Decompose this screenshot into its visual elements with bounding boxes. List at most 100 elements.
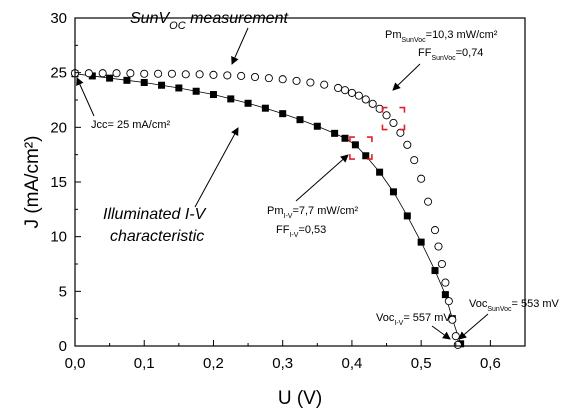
annotation-pm-sunvoc: PmSunVoc=10,3 mW/cm²: [385, 29, 498, 44]
mpp-bracket: [399, 124, 406, 131]
annotation-ff-iv: FFI-V=0,53: [276, 224, 326, 239]
arrow-jcc: [76, 77, 95, 117]
data-point-iv: [376, 168, 384, 176]
x-tick-label: 0,1: [134, 355, 155, 372]
data-point-sunvoc: [444, 297, 453, 306]
data-point-iv: [417, 238, 425, 246]
data-point-sunvoc: [451, 332, 460, 341]
y-axis-title: J (mA/cm²): [22, 136, 43, 229]
data-point-iv: [351, 141, 359, 149]
x-tick-label: 0,4: [341, 355, 362, 372]
y-tick-label: 5: [59, 283, 67, 300]
data-point-sunvoc: [417, 174, 426, 183]
mpp-bracket: [366, 154, 373, 160]
data-point-iv: [403, 212, 411, 220]
mpp-marker-sunvoc: [381, 106, 406, 131]
data-point-sunvoc: [195, 70, 204, 79]
data-point-sunvoc: [140, 69, 149, 78]
arrow-pm-iv: [295, 154, 349, 202]
data-point-sunvoc: [347, 88, 356, 97]
data-point-sunvoc: [410, 156, 419, 165]
data-point-sunvoc: [437, 259, 446, 269]
data-point-sunvoc: [434, 242, 443, 251]
data-point-iv: [389, 188, 397, 196]
x-tick-label: 0,2: [203, 355, 224, 372]
data-point-sunvoc: [167, 69, 176, 78]
data-point-sunvoc: [154, 69, 163, 78]
data-point-iv: [296, 116, 304, 124]
data-point-sunvoc: [223, 71, 232, 80]
mpp-bracket: [381, 106, 388, 113]
annotation-ff-sunvoc: FFSunVoc=0,74: [418, 47, 483, 62]
data-point-iv: [431, 267, 439, 275]
mpp-bracket: [349, 154, 355, 160]
arrow-pm-sunvoc: [392, 63, 421, 91]
x-tick-label: 0,3: [272, 355, 293, 372]
data-point-sunvoc: [389, 118, 398, 128]
data-point-iv: [244, 99, 252, 107]
x-tick-label: 0,5: [411, 355, 432, 372]
mpp-bracket: [381, 124, 388, 131]
data-point-iv: [140, 79, 148, 87]
data-point-sunvoc: [368, 99, 377, 108]
annotation-iv-line2: characteristic: [110, 228, 204, 245]
annotation-jcc: Jcc= 25 mA/cm²: [91, 119, 170, 131]
data-point-sunvoc: [354, 91, 363, 100]
data-point-iv: [341, 134, 349, 142]
data-point-iv: [331, 129, 339, 137]
data-point-sunvoc: [264, 74, 273, 83]
data-point-sunvoc: [334, 83, 343, 93]
mpp-marker-iv: [349, 136, 373, 160]
data-point-iv: [123, 76, 131, 84]
arrow-sunvoc: [231, 27, 249, 65]
data-point-sunvoc: [403, 140, 412, 149]
data-point-iv: [279, 110, 287, 118]
data-point-sunvoc: [237, 71, 246, 80]
arrow-voc-sunvoc: [458, 313, 489, 340]
mpp-bracket: [366, 136, 373, 143]
data-point-sunvoc: [320, 80, 329, 89]
y-tick-label: 30: [50, 10, 67, 27]
x-axis-title: U (V): [278, 388, 322, 409]
annotation-iv-line1: Illuminated I-V: [103, 206, 207, 223]
annotation-sunvoc-measurement: SunVOC measurement: [130, 10, 288, 32]
data-point-sunvoc: [430, 226, 440, 235]
x-tick-label: 0,0: [65, 355, 86, 372]
data-point-sunvoc: [84, 69, 93, 78]
data-point-sunvoc: [306, 78, 315, 87]
data-point-sunvoc: [340, 86, 350, 95]
annotation-voc-sunvoc: VocSunVoc= 553 mV: [469, 298, 560, 313]
data-point-iv: [261, 104, 269, 112]
data-point-sunvoc: [424, 197, 433, 206]
data-point-iv: [106, 74, 114, 82]
data-point-sunvoc: [441, 278, 450, 287]
data-point-sunvoc: [126, 69, 135, 78]
mpp-bracket: [349, 136, 355, 143]
data-point-sunvoc: [250, 72, 260, 82]
data-point-sunvoc: [448, 315, 457, 324]
data-point-iv: [313, 122, 321, 130]
data-point-iv: [209, 91, 217, 99]
y-tick-label: 25: [50, 65, 67, 82]
data-point-iv: [158, 81, 166, 89]
annotation-voc-iv: VocI-V= 557 mV: [376, 312, 451, 327]
y-tick-label: 15: [50, 174, 67, 191]
y-tick-label: 0: [59, 338, 67, 355]
data-point-iv: [192, 87, 200, 95]
data-point-sunvoc: [98, 69, 107, 78]
data-point-sunvoc: [181, 70, 190, 79]
data-point-sunvoc: [209, 70, 218, 79]
arrow-iv: [194, 127, 239, 208]
ticks-layer: 0,0 0,1 0,2 0,3 0,4 0,5 0,6 0 5 10 15 20 25 30: [50, 10, 526, 372]
data-point-sunvoc: [361, 95, 370, 104]
arrow-voc-iv: [431, 325, 451, 340]
data-point-sunvoc: [292, 76, 301, 85]
data-point-iv: [175, 84, 183, 92]
data-point-iv: [362, 152, 370, 160]
annotation-pm-iv: PmI-V=7,7 mW/cm²: [267, 205, 358, 220]
data-point-iv: [88, 72, 96, 80]
data-point-iv: [227, 95, 235, 103]
plot-frame: [74, 17, 526, 347]
x-tick-label: 0,6: [480, 355, 501, 372]
